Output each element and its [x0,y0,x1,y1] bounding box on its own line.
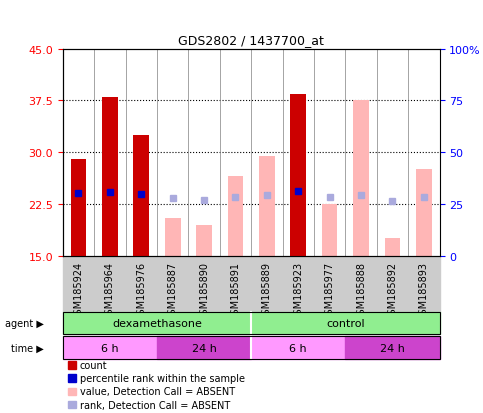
Text: 6 h: 6 h [101,343,119,353]
Bar [133,135,149,256]
Title: GDS2802 / 1437700_at: GDS2802 / 1437700_at [178,34,324,47]
Bar [102,98,118,256]
Bar [353,101,369,256]
Bar [384,239,400,256]
Text: control: control [326,318,365,328]
Bar [165,218,181,256]
Text: percentile rank within the sample: percentile rank within the sample [80,373,245,383]
Bar [416,170,432,256]
Text: count: count [80,360,107,370]
Text: agent ▶: agent ▶ [5,318,43,328]
Text: dexamethasone: dexamethasone [112,318,202,328]
Bar [290,94,306,256]
Bar [227,177,243,256]
Bar [259,156,275,256]
Bar [322,204,338,256]
Text: time ▶: time ▶ [11,343,43,353]
Text: 24 h: 24 h [192,343,216,353]
Text: rank, Detection Call = ABSENT: rank, Detection Call = ABSENT [80,400,230,410]
Text: value, Detection Call = ABSENT: value, Detection Call = ABSENT [80,387,235,396]
Bar [196,225,212,256]
Text: 6 h: 6 h [289,343,307,353]
Text: 24 h: 24 h [380,343,405,353]
Bar [71,160,86,256]
